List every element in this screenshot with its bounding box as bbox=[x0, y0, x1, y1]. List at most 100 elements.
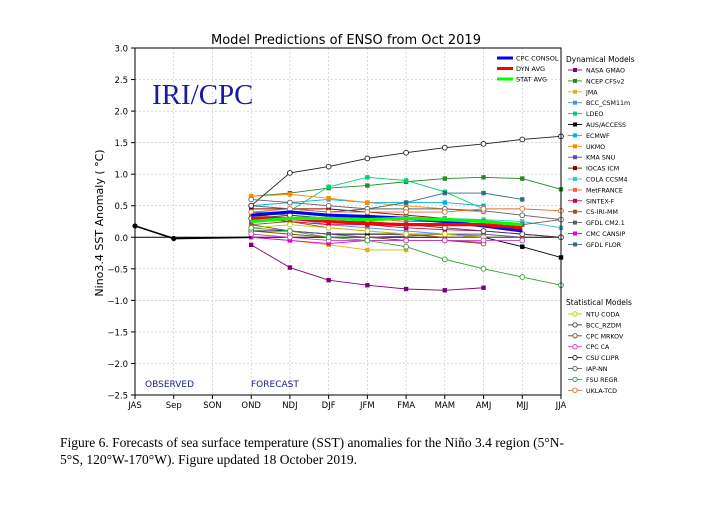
data-point bbox=[248, 242, 254, 248]
data-point bbox=[326, 206, 331, 212]
data-point bbox=[520, 197, 525, 202]
figure-caption: Figure 6. Forecasts of sea surface tempe… bbox=[60, 434, 660, 468]
legend-label: CMC CANSIP bbox=[586, 231, 625, 238]
legend-label: UKMO bbox=[586, 144, 605, 151]
data-point bbox=[520, 219, 525, 224]
data-point bbox=[248, 196, 255, 203]
data-point bbox=[287, 228, 293, 234]
data-point bbox=[287, 170, 293, 176]
legend-label: GFDL FLOR bbox=[586, 242, 622, 249]
y-ticks: 3.0 2.5 2.0 1.5 1.0 0.5 0.0 −0.5 −1.0 −1.5 −2.0 −2.… bbox=[107, 45, 135, 402]
dynamical-legend-title: Dynamical Models bbox=[566, 55, 635, 64]
x-tick-label: JJA bbox=[555, 401, 567, 411]
average-legend-label: CPC CONSOL bbox=[516, 55, 559, 63]
legend-label: LDEO bbox=[586, 111, 603, 118]
data-point bbox=[519, 206, 526, 212]
data-point bbox=[520, 244, 525, 249]
legend-swatch-marker bbox=[573, 187, 577, 192]
data-point bbox=[481, 285, 486, 290]
data-point bbox=[365, 175, 370, 180]
data-point bbox=[326, 184, 331, 189]
data-point bbox=[519, 274, 526, 280]
legend-label: JMA bbox=[585, 89, 598, 96]
data-point bbox=[287, 192, 293, 197]
average-legend-label: DYN AVG bbox=[516, 65, 545, 73]
data-point bbox=[287, 221, 293, 228]
data-point bbox=[480, 141, 487, 147]
data-point bbox=[325, 163, 332, 170]
legend-label: NASA GMAO bbox=[586, 68, 625, 75]
data-point bbox=[325, 234, 332, 241]
legend-label: BCC_RZDM bbox=[586, 322, 621, 329]
observed-label: OBSERVED bbox=[145, 380, 194, 390]
legend-swatch-marker bbox=[573, 89, 577, 94]
legend-swatch-marker bbox=[573, 68, 577, 72]
data-point bbox=[481, 203, 486, 208]
legend-label: MetFRANCE bbox=[586, 187, 623, 194]
data-point bbox=[403, 237, 409, 244]
y-tick-label: 2.0 bbox=[114, 108, 128, 118]
data-point bbox=[442, 235, 448, 240]
legend-swatch-marker bbox=[572, 333, 578, 339]
data-point bbox=[287, 219, 293, 224]
data-point bbox=[441, 209, 448, 215]
x-tick-label: SON bbox=[203, 401, 221, 411]
x-tick-label: OND bbox=[241, 401, 261, 411]
data-point bbox=[481, 190, 486, 196]
caption-line-1: Figure 6. Forecasts of sea surface tempe… bbox=[60, 435, 564, 450]
legend-label: CSU CLIPR bbox=[586, 355, 620, 362]
legend-label: SINTEX-F bbox=[586, 198, 615, 205]
data-point bbox=[519, 136, 526, 143]
legend-swatch-marker bbox=[573, 198, 577, 203]
legend-swatch-marker bbox=[573, 111, 577, 116]
legend-swatch-marker bbox=[573, 177, 577, 181]
data-point bbox=[326, 277, 331, 283]
legend-swatch-marker bbox=[573, 242, 577, 247]
legend-label: NTU CODA bbox=[586, 312, 620, 319]
data-point bbox=[403, 247, 409, 253]
data-point bbox=[403, 243, 409, 250]
y-tick-label: 1.5 bbox=[114, 139, 128, 149]
x-tick-label: JAS bbox=[127, 401, 142, 411]
data-point bbox=[326, 195, 331, 201]
legend-swatch-marker bbox=[572, 354, 578, 361]
data-point bbox=[364, 209, 371, 215]
series-cpc-ca bbox=[248, 231, 526, 244]
y-tick-label: −2.0 bbox=[107, 360, 128, 370]
data-point bbox=[480, 206, 487, 212]
data-point bbox=[481, 175, 486, 180]
y-tick-label: 1.0 bbox=[114, 171, 128, 181]
observed-line bbox=[134, 225, 252, 240]
statistical-legend-title: Statistical Models bbox=[566, 298, 632, 307]
data-point bbox=[365, 283, 370, 288]
y-tick-label: 0.5 bbox=[114, 202, 128, 212]
data-point bbox=[248, 224, 255, 231]
legend-swatch-marker bbox=[573, 133, 577, 138]
watermark-text: IRI/CPC bbox=[152, 79, 254, 111]
data-point bbox=[325, 224, 332, 231]
legend-label: AUS/ACCESS bbox=[586, 122, 626, 129]
data-point bbox=[403, 200, 409, 205]
legend-label: CPC CA bbox=[586, 344, 610, 351]
legend-label: COLA CCSM4 bbox=[586, 177, 628, 184]
series-fsu-regr bbox=[248, 224, 564, 289]
average-line-stat-avg bbox=[251, 216, 523, 227]
data-point bbox=[481, 231, 486, 237]
legend-swatch-marker bbox=[573, 209, 577, 214]
data-point bbox=[441, 144, 448, 151]
legend-swatch-marker bbox=[573, 155, 577, 160]
data-point bbox=[364, 237, 371, 244]
observed-point bbox=[171, 235, 177, 242]
y-tick-label: 0.0 bbox=[114, 234, 128, 244]
legend-swatch-marker bbox=[573, 144, 577, 149]
data-point bbox=[248, 212, 254, 218]
data-point bbox=[365, 231, 370, 237]
legend-label: GFDL CM2.1 bbox=[586, 220, 625, 227]
data-point bbox=[480, 228, 487, 234]
legend-swatch-marker bbox=[573, 166, 577, 171]
forecast-label: FORECAST bbox=[251, 380, 299, 390]
legend-swatch-marker bbox=[573, 100, 577, 105]
data-point bbox=[403, 225, 409, 231]
data-point bbox=[403, 286, 409, 292]
series-ukla-tcd bbox=[248, 206, 564, 215]
